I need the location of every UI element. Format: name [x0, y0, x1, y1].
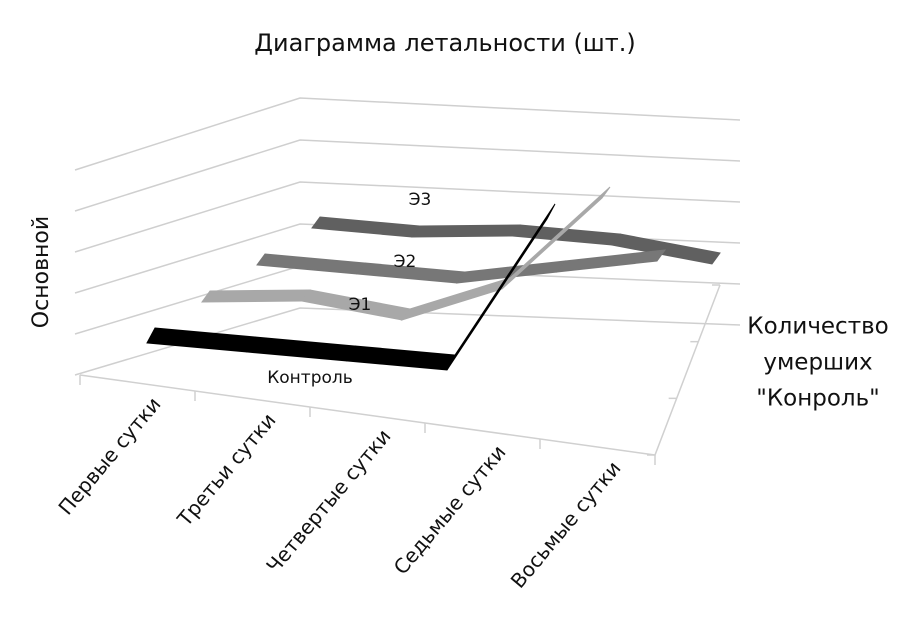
- ribbon-segment: [446, 203, 556, 371]
- grid-line: [74, 181, 741, 253]
- series-label: Контроль: [267, 368, 353, 388]
- series-label: Э1: [349, 295, 372, 315]
- x-tick-label: Седьмые сутки: [389, 440, 511, 579]
- z-axis-label: Количество: [747, 314, 888, 340]
- x-tick-label: Четвертые сутки: [261, 424, 395, 577]
- x-tick-label: Восьмые сутки: [506, 456, 626, 592]
- ribbon-segment: [201, 289, 311, 303]
- grid-line: [74, 139, 741, 212]
- grid-line: [74, 97, 741, 171]
- ribbon-segment: [256, 253, 366, 275]
- x-tick-label: Третьи сутки: [172, 408, 281, 531]
- series-label: Э2: [394, 252, 417, 272]
- chart-title: Диаграмма летальности (шт.): [254, 29, 636, 57]
- series-label: Э3: [409, 190, 432, 210]
- ribbon-segment: [501, 186, 611, 290]
- ribbon-segment: [346, 345, 456, 371]
- ribbon-segment: [311, 216, 421, 238]
- grid-line: [74, 307, 741, 376]
- x-tick-label: Первые сутки: [53, 392, 165, 519]
- ribbon-segment: [246, 336, 356, 362]
- ribbon-segment: [555, 249, 667, 273]
- ribbon-segment: [611, 233, 721, 265]
- y-axis-label: Основной: [29, 216, 54, 328]
- z-axis-label: умерших: [763, 350, 872, 376]
- z-axis-label: "Конроль": [756, 386, 880, 412]
- ribbon-segment: [411, 224, 521, 238]
